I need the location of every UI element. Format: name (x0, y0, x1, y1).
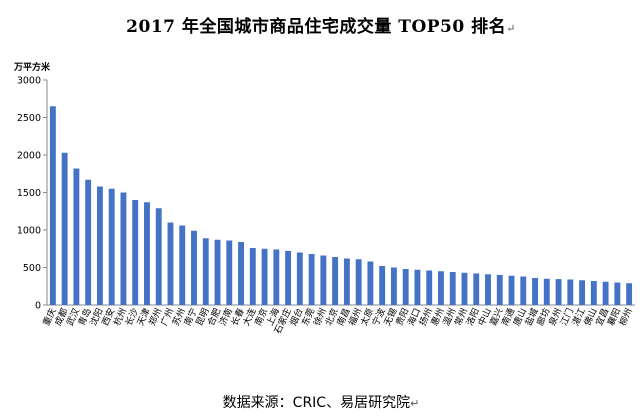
bar (414, 269, 421, 305)
bar (332, 257, 339, 305)
bar (579, 280, 586, 305)
y-tick-label: 500 (23, 263, 41, 274)
bar (214, 239, 221, 305)
bar (355, 259, 362, 305)
bar (438, 271, 444, 305)
bar (543, 278, 550, 305)
bar (308, 254, 315, 305)
data-source: 数据来源：CRIC、易居研究院↵ (222, 395, 420, 411)
bar (520, 276, 527, 305)
x-axis-labels: 重庆成都武汉青岛沈阳西安杭州长沙天津郑州广州苏州南宁昆明合肥济南长春大连南京上海… (40, 306, 635, 336)
bars (49, 106, 633, 306)
y-tick-label: 0 (35, 301, 41, 312)
y-tick-label: 2500 (17, 113, 41, 124)
bar (473, 273, 480, 305)
bar (390, 267, 397, 305)
bar (567, 279, 574, 305)
bar (602, 281, 609, 305)
bar (532, 278, 538, 305)
bar (49, 106, 56, 305)
bar (73, 168, 80, 305)
bar (449, 272, 456, 305)
bar (108, 188, 115, 305)
bar (614, 282, 621, 305)
bar (96, 186, 103, 305)
return-mark: ↵ (506, 22, 516, 35)
bar (343, 258, 350, 305)
y-tick-label: 2000 (17, 151, 41, 162)
bar (426, 270, 433, 305)
y-tick-label: 3000 (17, 76, 41, 87)
bar (120, 192, 127, 305)
bar (496, 275, 503, 305)
bar (367, 261, 374, 305)
bar (226, 240, 233, 305)
bar (285, 251, 292, 305)
y-tick-label: 1000 (17, 226, 41, 237)
bar (261, 248, 268, 305)
return-mark: ↵ (410, 397, 420, 410)
bar (191, 230, 197, 305)
bar (273, 249, 280, 305)
y-tick-label: 1500 (17, 188, 41, 199)
bar (167, 222, 174, 305)
chart-title: 2017 年全国城市商品住宅成交量 TOP50 排名↵ (126, 17, 516, 37)
bar (144, 202, 150, 305)
bar (590, 281, 597, 305)
bar (485, 274, 491, 305)
bar (238, 242, 244, 305)
bar (61, 152, 68, 305)
bar (85, 179, 92, 305)
bar (379, 266, 386, 305)
bar (626, 283, 633, 305)
bar-chart: 万平方米 0 500 1000 1500 2000 2500 3000 重庆成都武汉青岛沈阳… (13, 61, 635, 336)
bar (155, 208, 162, 305)
bar (296, 252, 303, 305)
bar (508, 275, 515, 305)
bar (402, 269, 409, 305)
bar (320, 255, 327, 305)
bar (249, 248, 256, 305)
bar (179, 225, 186, 305)
bar (202, 238, 209, 305)
y-axis-unit-label: 万平方米 (13, 61, 51, 73)
bar (555, 279, 562, 306)
bar (132, 200, 139, 305)
bar (461, 272, 468, 305)
